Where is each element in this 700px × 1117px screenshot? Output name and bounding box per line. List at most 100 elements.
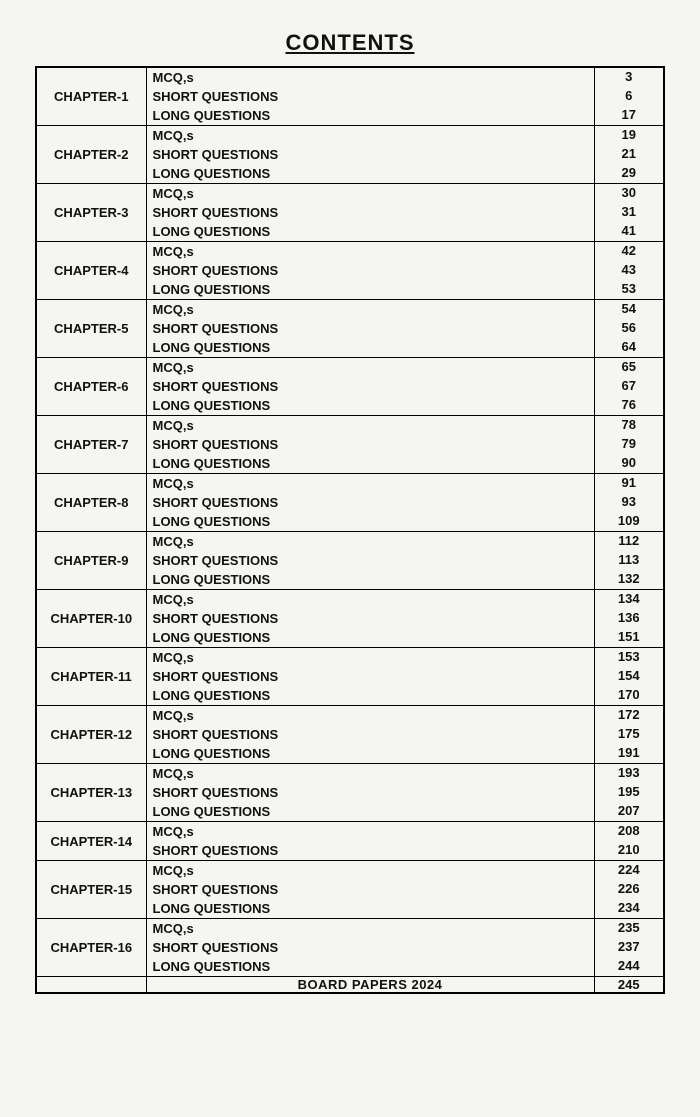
question-type-short: SHORT QUESTIONS	[147, 725, 594, 744]
page-number: 154	[595, 667, 664, 686]
question-type-long: LONG QUESTIONS	[147, 164, 594, 183]
page-number: 64	[595, 338, 664, 357]
page-number: 132	[595, 570, 664, 589]
question-type-short: SHORT QUESTIONS	[147, 783, 594, 802]
question-type-long: LONG QUESTIONS	[147, 454, 594, 473]
question-type-mcq: MCQ,s	[147, 300, 594, 319]
question-type-mcq: MCQ,s	[147, 590, 594, 609]
page-number: 21	[595, 145, 664, 164]
footer-row: BOARD PAPERS 2024245	[36, 977, 664, 994]
chapter-label: CHAPTER-13	[36, 764, 146, 822]
page-number: 226	[595, 880, 664, 899]
page-numbers-cell: 193195207	[594, 764, 664, 822]
chapter-label: CHAPTER-7	[36, 416, 146, 474]
table-row: CHAPTER-6MCQ,sSHORT QUESTIONSLONG QUESTI…	[36, 358, 664, 416]
page-number: 91	[595, 474, 664, 493]
question-type-short: SHORT QUESTIONS	[147, 435, 594, 454]
page-number: 42	[595, 242, 664, 261]
question-type-long: LONG QUESTIONS	[147, 512, 594, 531]
page-numbers-cell: 787990	[594, 416, 664, 474]
table-row: CHAPTER-5MCQ,sSHORT QUESTIONSLONG QUESTI…	[36, 300, 664, 358]
page-number: 41	[595, 222, 664, 241]
question-type-long: LONG QUESTIONS	[147, 957, 594, 976]
question-type-long: LONG QUESTIONS	[147, 396, 594, 415]
question-types-cell: MCQ,sSHORT QUESTIONSLONG QUESTIONS	[146, 764, 594, 822]
table-row: CHAPTER-7MCQ,sSHORT QUESTIONSLONG QUESTI…	[36, 416, 664, 474]
question-types-cell: MCQ,sSHORT QUESTIONSLONG QUESTIONS	[146, 590, 594, 648]
page-numbers-cell: 3617	[594, 67, 664, 126]
table-row: CHAPTER-15MCQ,sSHORT QUESTIONSLONG QUEST…	[36, 861, 664, 919]
question-type-mcq: MCQ,s	[147, 861, 594, 880]
question-type-long: LONG QUESTIONS	[147, 222, 594, 241]
page-numbers-cell: 303141	[594, 184, 664, 242]
question-type-short: SHORT QUESTIONS	[147, 87, 594, 106]
table-row: CHAPTER-13MCQ,sSHORT QUESTIONSLONG QUEST…	[36, 764, 664, 822]
page-number: 234	[595, 899, 664, 918]
chapter-label: CHAPTER-5	[36, 300, 146, 358]
page-numbers-cell: 192129	[594, 126, 664, 184]
table-row: CHAPTER-12MCQ,sSHORT QUESTIONSLONG QUEST…	[36, 706, 664, 764]
chapter-label: CHAPTER-14	[36, 822, 146, 861]
question-type-long: LONG QUESTIONS	[147, 686, 594, 705]
question-type-mcq: MCQ,s	[147, 68, 594, 87]
chapter-label: CHAPTER-1	[36, 67, 146, 126]
question-type-mcq: MCQ,s	[147, 242, 594, 261]
page-number: 30	[595, 184, 664, 203]
contents-table: CHAPTER-1MCQ,sSHORT QUESTIONSLONG QUESTI…	[35, 66, 665, 994]
question-type-long: LONG QUESTIONS	[147, 744, 594, 763]
question-type-short: SHORT QUESTIONS	[147, 261, 594, 280]
question-types-cell: MCQ,sSHORT QUESTIONSLONG QUESTIONS	[146, 416, 594, 474]
table-row: CHAPTER-4MCQ,sSHORT QUESTIONSLONG QUESTI…	[36, 242, 664, 300]
page-numbers-cell: 235237244	[594, 919, 664, 977]
page-numbers-cell: 172175191	[594, 706, 664, 764]
page-numbers-cell: 545664	[594, 300, 664, 358]
question-types-cell: MCQ,sSHORT QUESTIONS	[146, 822, 594, 861]
chapter-label: CHAPTER-4	[36, 242, 146, 300]
question-type-short: SHORT QUESTIONS	[147, 938, 594, 957]
chapter-label: CHAPTER-9	[36, 532, 146, 590]
question-types-cell: MCQ,sSHORT QUESTIONSLONG QUESTIONS	[146, 648, 594, 706]
question-type-short: SHORT QUESTIONS	[147, 377, 594, 396]
page-number: 109	[595, 512, 664, 531]
table-row: CHAPTER-3MCQ,sSHORT QUESTIONSLONG QUESTI…	[36, 184, 664, 242]
question-type-mcq: MCQ,s	[147, 822, 594, 841]
page-number: 31	[595, 203, 664, 222]
page-numbers-cell: 153154170	[594, 648, 664, 706]
chapter-label: CHAPTER-11	[36, 648, 146, 706]
page-number: 19	[595, 126, 664, 145]
page-number: 195	[595, 783, 664, 802]
question-types-cell: MCQ,sSHORT QUESTIONSLONG QUESTIONS	[146, 300, 594, 358]
page-number: 134	[595, 590, 664, 609]
page-number: 170	[595, 686, 664, 705]
page-number: 113	[595, 551, 664, 570]
question-types-cell: MCQ,sSHORT QUESTIONSLONG QUESTIONS	[146, 861, 594, 919]
question-type-short: SHORT QUESTIONS	[147, 493, 594, 512]
question-type-long: LONG QUESTIONS	[147, 280, 594, 299]
table-row: CHAPTER-2MCQ,sSHORT QUESTIONSLONG QUESTI…	[36, 126, 664, 184]
question-type-short: SHORT QUESTIONS	[147, 319, 594, 338]
question-type-long: LONG QUESTIONS	[147, 899, 594, 918]
table-row: CHAPTER-9MCQ,sSHORT QUESTIONSLONG QUESTI…	[36, 532, 664, 590]
table-row: CHAPTER-10MCQ,sSHORT QUESTIONSLONG QUEST…	[36, 590, 664, 648]
question-types-cell: MCQ,sSHORT QUESTIONSLONG QUESTIONS	[146, 919, 594, 977]
question-type-short: SHORT QUESTIONS	[147, 841, 594, 860]
chapter-label: CHAPTER-12	[36, 706, 146, 764]
table-row: CHAPTER-1MCQ,sSHORT QUESTIONSLONG QUESTI…	[36, 67, 664, 126]
question-type-long: LONG QUESTIONS	[147, 802, 594, 821]
page-number: 6	[595, 87, 664, 106]
question-type-mcq: MCQ,s	[147, 474, 594, 493]
question-type-mcq: MCQ,s	[147, 358, 594, 377]
question-types-cell: MCQ,sSHORT QUESTIONSLONG QUESTIONS	[146, 474, 594, 532]
page-numbers-cell: 134136151	[594, 590, 664, 648]
question-types-cell: MCQ,sSHORT QUESTIONSLONG QUESTIONS	[146, 67, 594, 126]
page-number: 65	[595, 358, 664, 377]
page-number: 191	[595, 744, 664, 763]
page-number: 76	[595, 396, 664, 415]
question-type-long: LONG QUESTIONS	[147, 570, 594, 589]
question-type-mcq: MCQ,s	[147, 706, 594, 725]
page-numbers-cell: 656776	[594, 358, 664, 416]
page-number: 67	[595, 377, 664, 396]
page-number: 151	[595, 628, 664, 647]
question-type-short: SHORT QUESTIONS	[147, 667, 594, 686]
chapter-label: CHAPTER-3	[36, 184, 146, 242]
